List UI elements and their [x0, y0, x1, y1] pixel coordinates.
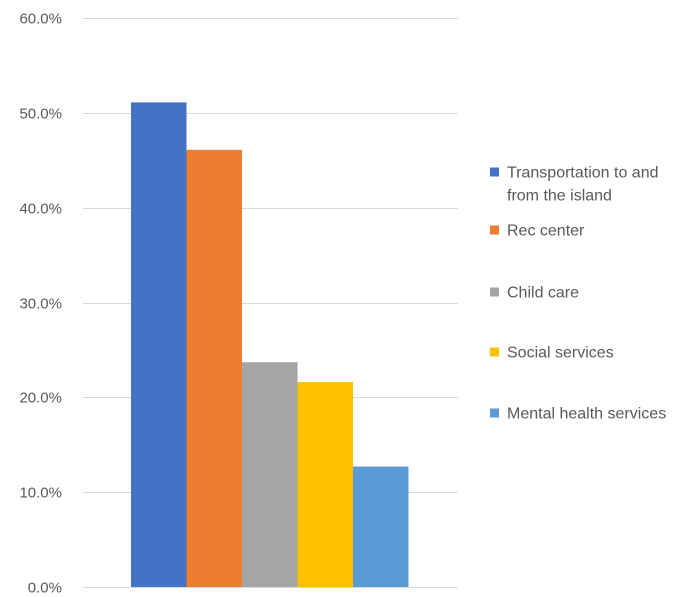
y-axis-tick-labels: 0.0% 10.0% 20.0% 30.0% 40.0% 50.0% 60.0% [19, 11, 62, 597]
y-tick-label-4: 40.0% [19, 201, 62, 218]
legend-swatch-1 [490, 167, 499, 177]
legend-item-4: Social services [490, 345, 614, 362]
y-tick-label-3: 30.0% [19, 296, 62, 313]
legend-item-2: Rec center [490, 223, 585, 240]
legend-label-2: Rec center [507, 223, 585, 240]
legend-item-3: Child care [490, 285, 579, 302]
legend: Transportation to and from the island Rec … [490, 165, 666, 423]
legend-swatch-2 [490, 225, 499, 235]
legend-item-1: Transportation to and from the island [490, 165, 659, 205]
y-tick-label-0: 0.0% [28, 580, 62, 597]
bar-4 [297, 382, 353, 587]
bar-3 [242, 362, 298, 587]
bars [131, 102, 409, 587]
bar-5 [353, 466, 409, 587]
y-tick-label-1: 10.0% [19, 485, 62, 502]
bar-1 [131, 102, 187, 587]
legend-label-5: Mental health services [507, 406, 666, 423]
y-tick-label-5: 50.0% [19, 106, 62, 123]
legend-label-1: Transportation to and from the island [507, 165, 659, 205]
legend-label-4: Social services [507, 345, 614, 362]
legend-swatch-5 [490, 408, 499, 418]
y-tick-label-2: 20.0% [19, 390, 62, 407]
legend-item-5: Mental health services [490, 406, 666, 423]
y-tick-label-6: 60.0% [19, 11, 62, 28]
bar-2 [186, 149, 242, 587]
legend-swatch-3 [490, 287, 499, 297]
legend-swatch-4 [490, 347, 499, 357]
legend-label-3: Child care [507, 285, 579, 302]
